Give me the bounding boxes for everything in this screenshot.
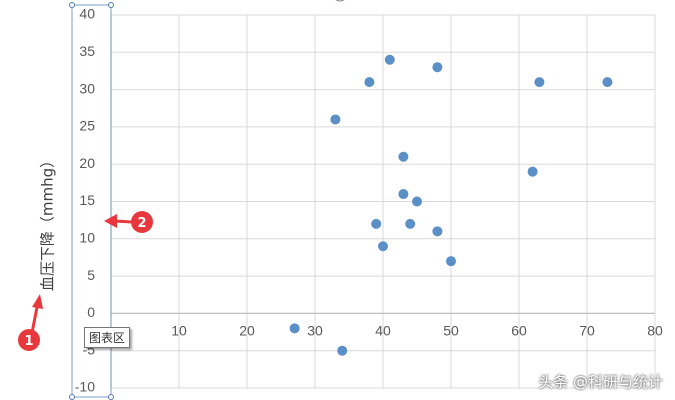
data-point[interactable] <box>289 323 300 334</box>
data-point[interactable] <box>432 226 443 237</box>
y-tick-label: 40 <box>79 6 95 22</box>
data-point[interactable] <box>412 196 422 207</box>
data-point[interactable] <box>602 77 613 88</box>
y-tick-label: -10 <box>75 379 95 395</box>
y-tick-label: 10 <box>79 230 95 246</box>
selection-handle[interactable] <box>69 2 75 8</box>
data-point[interactable] <box>330 114 341 125</box>
chart-area-handle[interactable] <box>333 0 347 2</box>
x-tick-label: 20 <box>239 322 255 338</box>
y-tick-label: 30 <box>79 80 95 96</box>
x-tick-labels: 10 20 30 40 50 60 70 80 <box>171 322 663 338</box>
data-points <box>289 54 613 356</box>
y-tick-label: 0 <box>87 304 95 320</box>
data-point[interactable] <box>378 241 388 252</box>
x-tick-label: 70 <box>579 322 595 338</box>
data-point[interactable] <box>337 345 348 356</box>
axis-selection-box[interactable] <box>71 4 112 398</box>
x-tick-label: 10 <box>171 322 187 338</box>
axis-selection[interactable] <box>69 2 114 400</box>
data-point[interactable] <box>534 77 545 88</box>
y-axis-title[interactable]: 血压下降（mmhg） <box>39 153 57 291</box>
chart-area-tooltip: 图表区 <box>84 327 131 348</box>
y-tick-label: 35 <box>79 43 95 59</box>
x-tick-label: 80 <box>647 322 663 338</box>
annotation-badge-2-label: 2 <box>137 216 146 231</box>
data-point[interactable] <box>446 256 456 267</box>
data-point[interactable] <box>432 62 443 73</box>
x-tick-label: 30 <box>307 322 323 338</box>
y-tick-label: 25 <box>79 118 95 134</box>
gridlines <box>111 14 656 389</box>
y-tick-label: 5 <box>87 267 95 283</box>
data-point[interactable] <box>364 77 375 88</box>
data-point[interactable] <box>371 218 382 229</box>
y-tick-label: 15 <box>79 192 95 208</box>
data-point[interactable] <box>527 166 538 177</box>
annotation-arrow-1: 1 <box>18 294 43 351</box>
data-point[interactable] <box>405 218 416 229</box>
x-tick-label: 50 <box>443 322 459 338</box>
selection-handle[interactable] <box>108 394 114 400</box>
annotation-arrow-2: 2 <box>104 211 153 233</box>
x-tick-label: 40 <box>375 322 391 338</box>
data-point[interactable] <box>398 151 409 162</box>
annotation-badge-2 <box>131 211 153 233</box>
data-point[interactable] <box>398 189 409 200</box>
x-tick-label: 60 <box>511 322 527 338</box>
selection-handle[interactable] <box>108 2 114 8</box>
annotation-badge-1-label: 1 <box>24 334 33 349</box>
y-tick-label: 20 <box>79 155 95 171</box>
selection-handle[interactable] <box>69 394 75 400</box>
annotation-badge-1 <box>18 329 40 351</box>
data-point[interactable] <box>384 54 395 65</box>
watermark: 头条 @科研与统计 <box>538 373 663 391</box>
